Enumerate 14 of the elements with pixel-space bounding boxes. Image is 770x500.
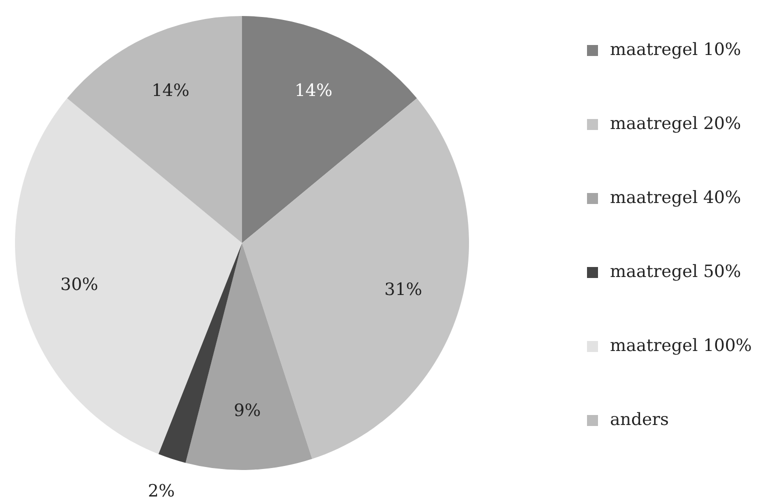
data-label: 9%: [234, 400, 261, 421]
pie-slice: [242, 16, 417, 243]
legend-label: maatregel 20%: [610, 114, 741, 134]
data-label: 14%: [294, 81, 332, 102]
legend-label: maatregel 100%: [610, 336, 752, 356]
legend-label: maatregel 10%: [610, 40, 741, 60]
data-label: 14%: [152, 81, 190, 102]
legend-label: anders: [610, 410, 669, 430]
data-label: 31%: [384, 280, 422, 300]
legend-label: maatregel 40%: [610, 188, 741, 208]
pie-slice: [186, 243, 312, 470]
data-label: 30%: [60, 274, 98, 295]
legend-label: maatregel 50%: [610, 262, 741, 282]
data-label: 2%: [148, 481, 175, 500]
